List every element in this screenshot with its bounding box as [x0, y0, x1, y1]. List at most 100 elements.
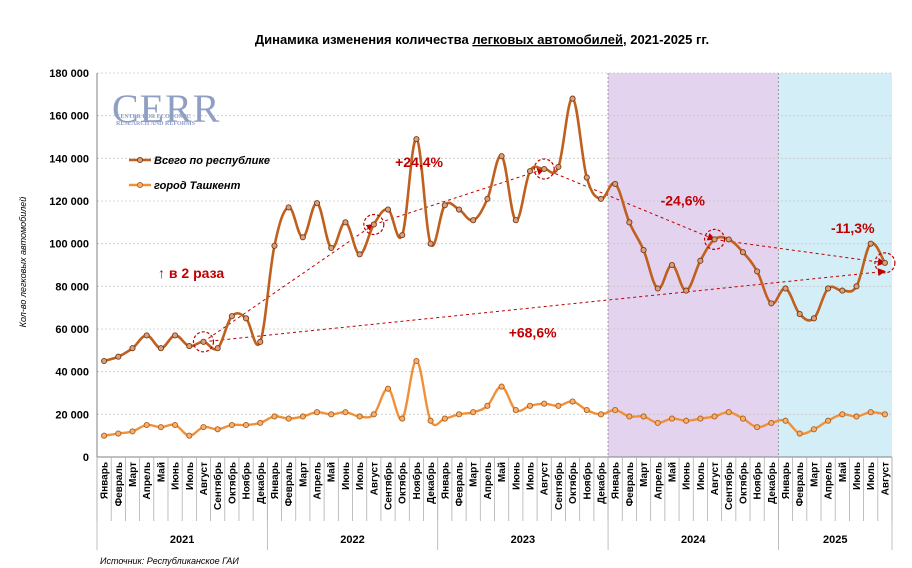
x-tick-label: Апрель — [142, 462, 153, 499]
data-point-s0-16 — [328, 244, 335, 251]
x-tick-label: Февраль — [114, 462, 125, 506]
data-point-s0-49 — [796, 311, 803, 318]
x-tick-label: Май — [667, 462, 678, 482]
x-tick-label: Август — [540, 462, 551, 495]
data-point-s0-40 — [668, 261, 676, 269]
data-point-s0-18 — [356, 251, 363, 258]
data-point-s1-26 — [470, 409, 477, 416]
y-tick-label: 180 000 — [49, 68, 89, 80]
x-tick-label: Май — [497, 462, 508, 482]
data-point-s1-50 — [810, 426, 817, 433]
data-point-s0-51 — [825, 285, 832, 292]
data-point-s1-27 — [484, 402, 491, 409]
data-point-s1-55 — [881, 411, 888, 418]
data-point-s1-42 — [697, 415, 704, 422]
x-tick-label: Январь — [440, 462, 451, 499]
data-point-s1-20 — [384, 385, 392, 392]
data-point-s0-26 — [470, 217, 477, 224]
highlight-circle-3 — [703, 228, 726, 250]
shade-2024 — [608, 73, 779, 457]
x-tick-label: Июнь — [511, 462, 522, 490]
data-point-s1-34 — [583, 407, 590, 414]
x-tick-label: Август — [199, 462, 210, 495]
x-tick-label: Июль — [355, 462, 366, 490]
data-point-s0-9 — [228, 313, 235, 320]
highlight-circle-2 — [533, 158, 555, 180]
y-tick-label: 60 000 — [55, 324, 89, 336]
data-point-s1-46 — [754, 424, 761, 431]
data-point-s1-37 — [626, 413, 633, 420]
data-point-s1-7 — [200, 424, 207, 431]
x-tick-label: Июль — [696, 462, 707, 490]
data-point-s1-24 — [441, 415, 448, 422]
data-point-s1-54 — [867, 409, 874, 416]
year-label: 2024 — [681, 534, 706, 546]
data-point-s0-15 — [313, 200, 321, 207]
data-point-s1-16 — [328, 411, 335, 418]
data-point-s1-49 — [796, 430, 803, 437]
x-tick-label: Январь — [100, 462, 111, 499]
data-point-s1-6 — [186, 432, 193, 439]
y-tick-label: 20 000 — [55, 409, 89, 421]
data-point-s0-8 — [214, 345, 221, 352]
x-tick-label: Декабрь — [766, 462, 778, 504]
data-point-s0-10 — [243, 315, 250, 322]
x-tick-label: Январь — [611, 462, 622, 499]
year-label: 2025 — [823, 534, 847, 546]
year-label: 2023 — [511, 534, 535, 546]
data-point-s0-52 — [839, 287, 846, 294]
x-tick-label: Ноябрь — [411, 462, 423, 499]
data-point-s0-32 — [555, 163, 562, 170]
data-point-s1-29 — [512, 407, 519, 414]
x-tick-label: Март — [128, 462, 139, 487]
x-tick-label: Апрель — [483, 462, 494, 499]
trend-arrow-4 — [203, 268, 886, 343]
data-point-s1-10 — [243, 421, 250, 429]
data-point-s1-45 — [739, 415, 746, 422]
annotation-4: +68,6% — [509, 325, 557, 341]
data-point-s1-35 — [597, 411, 605, 418]
data-point-s1-15 — [313, 409, 321, 416]
x-tick-label: Декабрь — [255, 462, 267, 504]
data-point-s1-39 — [654, 419, 661, 426]
x-tick-label: Сентябрь — [723, 462, 735, 510]
y-axis-label: Кол-во легковых автомобилей — [18, 197, 28, 328]
data-point-s1-13 — [285, 415, 292, 422]
data-point-s1-38 — [640, 413, 647, 420]
data-point-s0-13 — [285, 204, 292, 211]
data-point-s0-53 — [853, 283, 860, 290]
data-point-s0-39 — [654, 285, 661, 292]
year-label: 2022 — [340, 534, 364, 546]
annotation-2: -24,6% — [661, 192, 706, 208]
x-tick-label: Август — [369, 462, 380, 495]
data-point-s0-3 — [143, 332, 150, 339]
data-point-s0-47 — [768, 300, 775, 307]
x-tick-label: Октябрь — [397, 462, 409, 504]
x-tick-label: Декабрь — [425, 462, 437, 504]
x-tick-label: Сентябрь — [553, 462, 565, 510]
data-point-s0-2 — [129, 345, 136, 352]
data-point-s1-52 — [839, 411, 846, 418]
data-point-s1-44 — [725, 409, 732, 416]
data-point-s0-14 — [299, 234, 306, 241]
data-point-s1-36 — [612, 407, 619, 414]
data-point-s1-5 — [172, 421, 179, 429]
data-point-s1-18 — [356, 413, 363, 420]
x-tick-label: Ноябрь — [241, 462, 253, 499]
trend-arrow-3 — [714, 238, 886, 266]
x-tick-label: Октябрь — [737, 462, 749, 504]
x-tick-label: Январь — [781, 462, 792, 499]
x-tick-label: Апрель — [653, 462, 664, 499]
year-label: 2021 — [170, 534, 194, 546]
x-tick-label: Октябрь — [567, 462, 579, 504]
data-point-s0-17 — [342, 219, 349, 226]
x-tick-label: Август — [710, 462, 721, 495]
y-tick-label: 160 000 — [49, 111, 89, 123]
data-point-s0-38 — [640, 247, 647, 254]
data-point-s1-30 — [526, 402, 534, 409]
data-point-s0-30 — [526, 168, 534, 175]
annotation-1: +24,4% — [395, 154, 443, 170]
data-point-s0-43 — [711, 236, 718, 243]
y-tick-label: 0 — [83, 452, 89, 464]
